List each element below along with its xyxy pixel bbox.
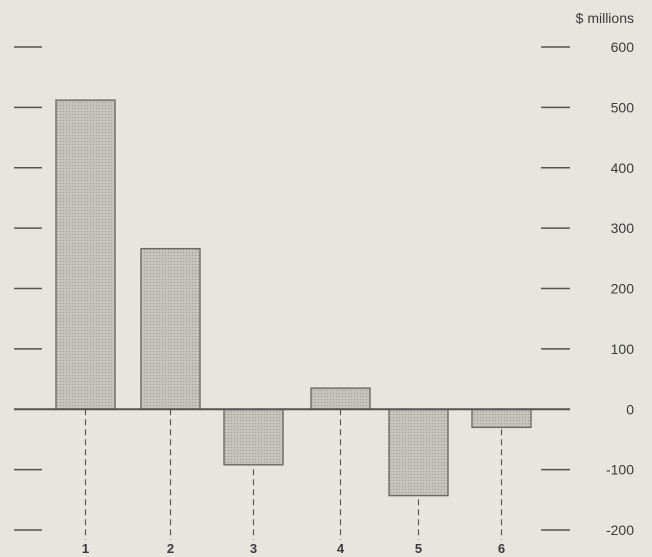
y-tick-label: 500 (611, 99, 635, 115)
y-tick-label: 400 (611, 160, 635, 176)
category-label: 1 (82, 541, 89, 556)
y-tick-label: -100 (606, 462, 634, 478)
left-tick-marks (14, 46, 42, 531)
unit-label: $ millions (576, 10, 634, 26)
category-label: 6 (498, 541, 505, 556)
bar-1 (55, 99, 116, 410)
bar-4 (310, 387, 371, 410)
category-label: 5 (415, 541, 422, 556)
y-tick-label: 600 (611, 39, 635, 55)
y-tick-label: -200 (606, 522, 634, 538)
bar-3 (223, 408, 284, 466)
bars (55, 99, 532, 497)
bar-5 (388, 408, 449, 497)
bar-2 (140, 247, 201, 410)
y-tick-label: 100 (611, 341, 635, 357)
category-label: 3 (250, 541, 257, 556)
y-tick-label: 300 (611, 220, 635, 236)
y-tick-label: 200 (611, 281, 635, 297)
y-tick-label: 0 (626, 401, 634, 417)
bar-6 (471, 408, 532, 429)
category-labels: 1 2 3 4 5 6 (82, 541, 505, 556)
right-tick-marks: 600 500 400 300 200 100 0 -100 -200 (541, 39, 634, 538)
category-label: 2 (167, 541, 174, 556)
category-label: 4 (337, 541, 345, 556)
